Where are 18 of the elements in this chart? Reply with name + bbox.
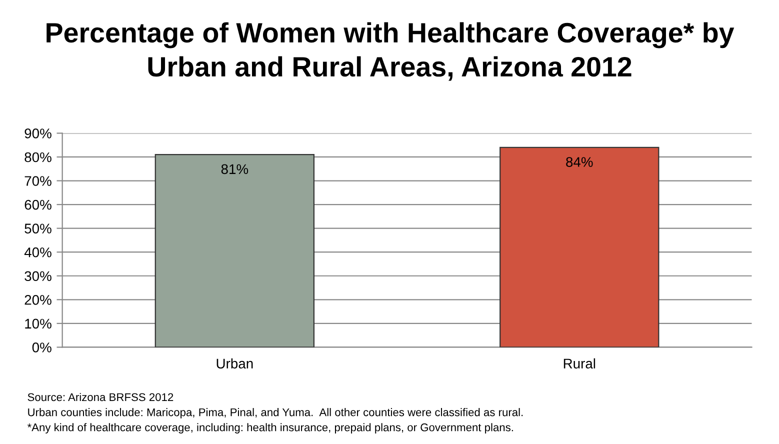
source-note: Source: Arizona BRFSS 2012 xyxy=(28,392,174,402)
y-tick-label: 20% xyxy=(24,294,52,305)
y-tick-label: 0% xyxy=(32,342,52,352)
y-tick-label: 40% xyxy=(24,247,52,258)
y-tick-label: 70% xyxy=(24,176,52,186)
data-label: 81% xyxy=(221,164,248,174)
text: Urban counties include: Maricopa, Pima, Pinal, and Yuma. All other counties were classified as rural. xyxy=(28,408,523,418)
y-tick-label: 80% xyxy=(24,152,52,162)
x-tick-label: Rural xyxy=(564,358,596,369)
y-tick-label: 60% xyxy=(24,200,52,210)
y-tick-label: 50% xyxy=(24,224,52,234)
data-label: 84% xyxy=(566,157,593,167)
x-tick-label: Urban xyxy=(216,358,253,369)
y-tick-label: 90% xyxy=(24,128,52,138)
text: *Any kind of healthcare coverage, including: health insurance, prepaid plans, or Government plans. xyxy=(27,423,513,434)
y-tick-label: 10% xyxy=(25,318,52,329)
y-tick-label: 30% xyxy=(24,271,52,282)
chart-title: Percentage of Women with Healthcare Coverage* by Urban and Rural Areas, Arizona 2012 xyxy=(46,22,734,81)
